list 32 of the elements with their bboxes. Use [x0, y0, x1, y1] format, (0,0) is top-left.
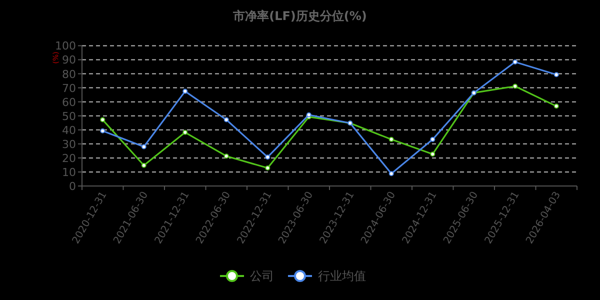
- point: [100, 128, 106, 134]
- point: [512, 84, 518, 89]
- point: [265, 154, 270, 160]
- y-tick-label: 60: [62, 96, 76, 109]
- y-tick-label: 90: [62, 54, 76, 67]
- point: [224, 117, 229, 122]
- point: [224, 154, 229, 159]
- point: [430, 152, 436, 157]
- y-tick-label: 80: [62, 68, 76, 81]
- point: [430, 136, 436, 142]
- y-tick-label: 10: [62, 166, 76, 179]
- y-tick-label: 20: [62, 152, 76, 165]
- chart-title: 市净率(LF)历史分位(%): [232, 9, 367, 23]
- point: [265, 166, 270, 171]
- y-tick-label: 100: [55, 40, 76, 53]
- point: [512, 59, 518, 64]
- y-tick-label: 40: [62, 124, 76, 137]
- point: [388, 136, 394, 142]
- y-tick-label: 70: [62, 82, 76, 95]
- point: [182, 88, 188, 94]
- point: [388, 171, 394, 176]
- point: [100, 117, 106, 122]
- point: [554, 72, 559, 78]
- legend-label: 公司: [250, 269, 274, 283]
- y-tick-label: 0: [69, 180, 76, 193]
- legend-label: 行业均值: [318, 269, 366, 283]
- point: [141, 144, 146, 150]
- point: [182, 130, 188, 135]
- point: [141, 162, 146, 168]
- y-tick-label: 50: [62, 110, 76, 123]
- y-tick-label: 30: [62, 138, 76, 151]
- point: [554, 104, 559, 109]
